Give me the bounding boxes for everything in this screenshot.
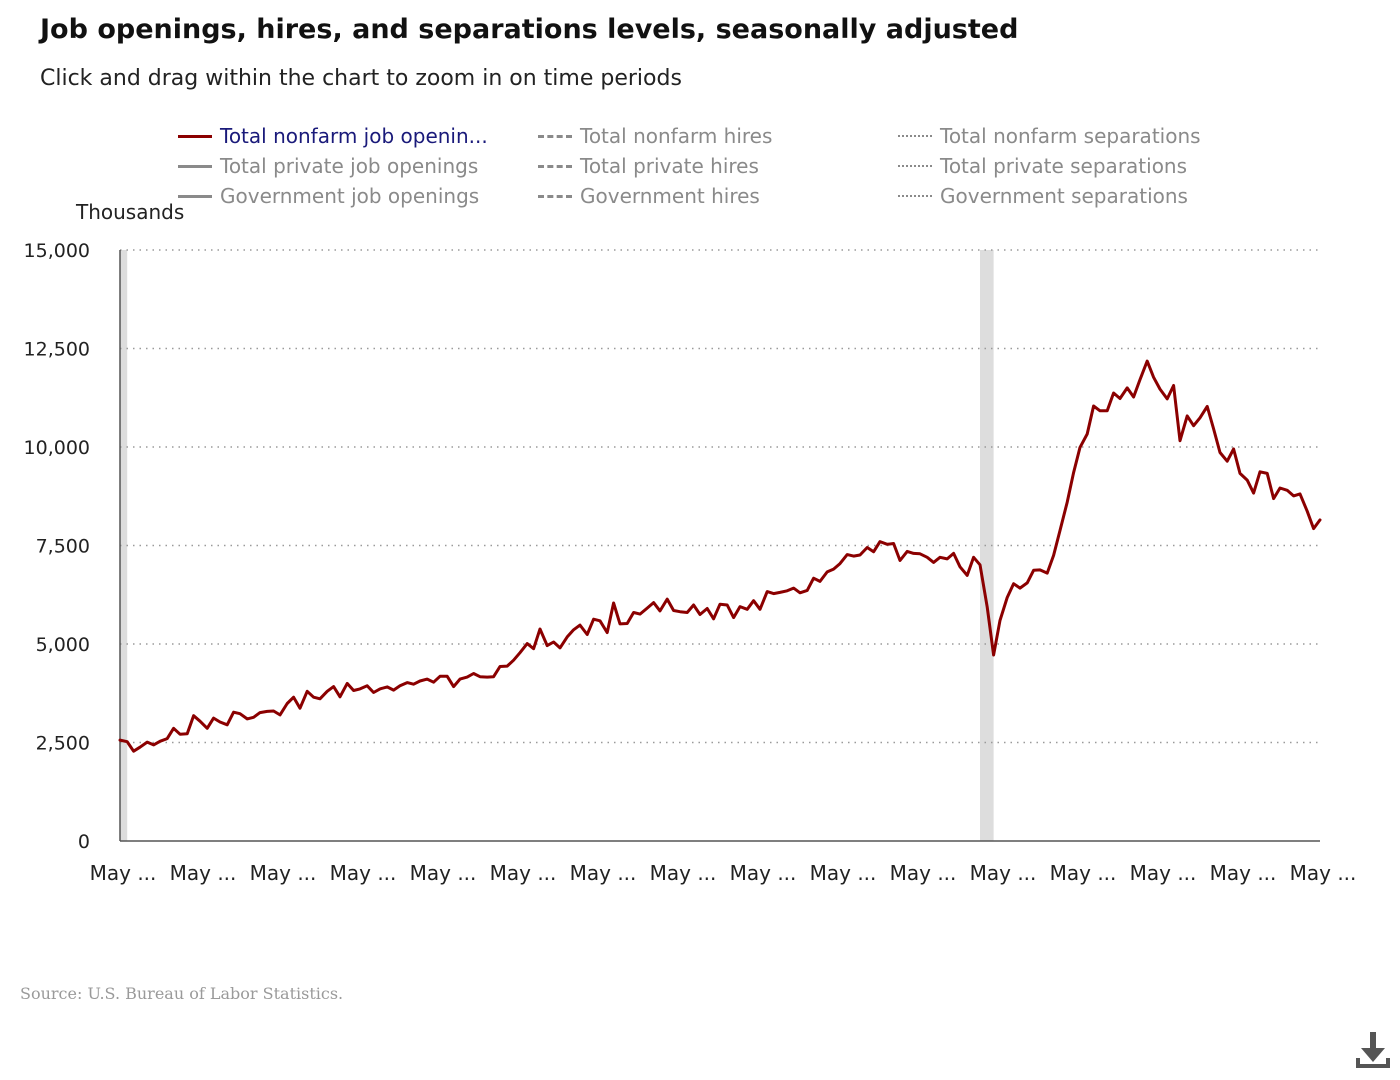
recession-band [980, 250, 994, 841]
series-line [118, 359, 1322, 753]
legend-swatch [538, 160, 572, 172]
y-tick-label: 15,000 [24, 240, 90, 262]
x-tick-label: May ... [730, 861, 797, 885]
y-axis-label: Thousands [76, 200, 185, 224]
legend-label: Government separations [940, 184, 1188, 208]
x-tick-label: May ... [1050, 861, 1117, 885]
y-tick-label: 5,000 [36, 634, 90, 656]
legend-swatch [898, 130, 932, 142]
legend-swatch [538, 190, 572, 202]
recession-band [120, 250, 128, 841]
legend-swatch [898, 190, 932, 202]
legend-item[interactable]: Total nonfarm separations [898, 124, 1201, 148]
legend-label: Government job openings [220, 184, 480, 208]
legend-label: Total private hires [580, 154, 759, 178]
legend-label: Total private job openings [220, 154, 479, 178]
legend-swatch [538, 130, 572, 142]
x-tick-label: May ... [1290, 861, 1357, 885]
x-tick-label: May ... [250, 861, 317, 885]
legend-label: Total nonfarm separations [940, 124, 1201, 148]
legend-item[interactable]: Total private job openings [178, 154, 478, 178]
x-tick-label: May ... [890, 861, 957, 885]
x-tick-label: May ... [810, 861, 877, 885]
chart-title: Job openings, hires, and separations lev… [40, 14, 1019, 45]
x-tick-label: May ... [970, 861, 1037, 885]
x-tick-label: May ... [570, 861, 637, 885]
legend-swatch [178, 160, 212, 172]
x-tick-label: May ... [650, 861, 717, 885]
x-tick-label: May ... [170, 861, 237, 885]
y-tick-label: 12,500 [24, 339, 90, 361]
legend-swatch [178, 190, 212, 202]
y-tick-label: 2,500 [36, 733, 90, 755]
legend-item[interactable]: Government job openings [178, 184, 479, 208]
legend-item[interactable]: Government separations [898, 184, 1188, 208]
legend-item[interactable]: Total nonfarm hires [538, 124, 772, 148]
source-note: Source: U.S. Bureau of Labor Statistics. [20, 984, 344, 1003]
x-tick-label: May ... [410, 861, 477, 885]
y-tick-label: 0 [78, 831, 90, 853]
download-icon[interactable] [1352, 1030, 1394, 1072]
legend-label: Government hires [580, 184, 760, 208]
legend: Total nonfarm job openin... Total nonfarm… [0, 0, 1400, 230]
y-tick-label: 7,500 [36, 536, 90, 558]
legend-swatch [898, 160, 932, 172]
legend-item[interactable]: Total nonfarm job openin... [178, 124, 488, 148]
x-tick-label: May ... [90, 861, 157, 885]
x-tick-label: May ... [330, 861, 397, 885]
x-tick-label: May ... [1130, 861, 1197, 885]
chart-subtitle: Click and drag within the chart to zoom … [40, 66, 682, 91]
legend-item[interactable]: Government hires [538, 184, 760, 208]
legend-label: Total private separations [940, 154, 1188, 178]
legend-label: Total nonfarm job openin... [220, 124, 488, 148]
x-tick-label: May ... [490, 861, 557, 885]
legend-item[interactable]: Total private separations [898, 154, 1187, 178]
y-tick-label: 10,000 [24, 437, 90, 459]
legend-item[interactable]: Total private hires [538, 154, 759, 178]
legend-label: Total nonfarm hires [580, 124, 773, 148]
line-chart[interactable]: 0 2,500 5,000 7,500 10,000 12,500 15,000 May ..… [0, 0, 1400, 960]
legend-swatch [178, 130, 212, 142]
x-tick-label: May ... [1210, 861, 1277, 885]
